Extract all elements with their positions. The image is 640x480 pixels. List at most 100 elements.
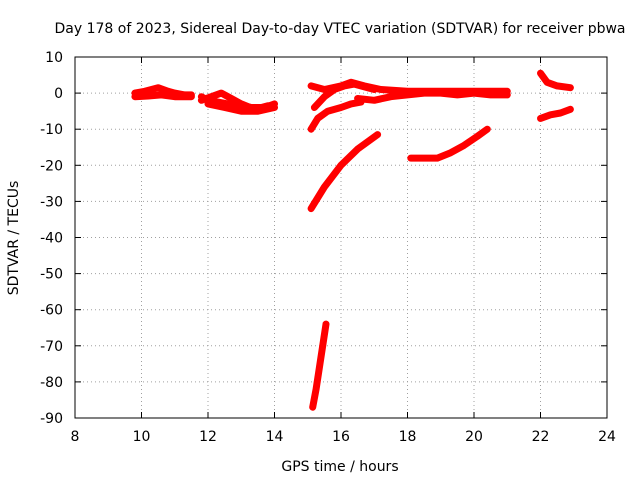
series-arc-g <box>307 131 382 213</box>
y-tick-label: -20 <box>40 158 63 174</box>
data-point <box>316 364 323 371</box>
data-point <box>311 104 318 111</box>
series-arc-i <box>309 320 330 411</box>
data-point <box>387 93 394 100</box>
x-tick-label: 18 <box>399 429 417 445</box>
series-trace <box>407 125 491 162</box>
data-point <box>554 82 561 89</box>
data-point <box>374 131 381 138</box>
data-point <box>544 79 551 86</box>
data-point <box>254 108 261 115</box>
data-point <box>461 142 468 149</box>
data-point <box>504 91 511 98</box>
y-tick-label: -90 <box>40 411 63 427</box>
y-axis-title: SDTVAR / TECUs <box>6 181 22 296</box>
data-point <box>484 126 491 133</box>
x-tick-label: 22 <box>532 429 550 445</box>
x-tick-label: 16 <box>332 429 350 445</box>
data-point <box>547 111 554 118</box>
data-point <box>238 100 245 107</box>
series-trace <box>307 78 511 95</box>
x-tick-label: 12 <box>199 429 217 445</box>
data-point <box>567 106 574 113</box>
data-point <box>198 97 205 104</box>
data-point <box>313 386 320 393</box>
y-tick-label: -50 <box>40 267 63 283</box>
data-point <box>308 126 315 133</box>
data-point <box>537 70 544 77</box>
data-point <box>437 90 444 97</box>
axes: 8 10 12 14 16 18 20 22 24 10 0 -10 -20 -30 -40 -50 -60 -7… <box>40 50 616 445</box>
x-tick-label: 24 <box>598 429 616 445</box>
series-arc-a2 <box>131 91 195 101</box>
data-point <box>155 84 162 91</box>
data-point <box>314 115 321 122</box>
data-point <box>158 91 165 98</box>
data-point <box>131 93 138 100</box>
y-tick-label: -70 <box>40 339 63 355</box>
data-point <box>338 82 344 89</box>
x-tick-label: 10 <box>133 429 151 445</box>
series-trace <box>307 131 382 213</box>
data-point <box>407 155 414 162</box>
y-tick-label: -30 <box>40 194 63 210</box>
data-point <box>471 90 477 97</box>
data-point <box>218 90 225 97</box>
data-point <box>171 93 178 100</box>
y-tick-label: -60 <box>40 303 63 319</box>
data-point <box>221 104 228 111</box>
data-point <box>323 321 330 328</box>
data-point <box>537 115 544 122</box>
data-point <box>321 183 328 190</box>
data-point <box>454 91 461 98</box>
data-point <box>308 205 315 212</box>
data-point <box>338 162 344 169</box>
data-point <box>208 93 215 100</box>
series-arc-b3 <box>204 100 278 115</box>
data-point <box>145 92 152 99</box>
data-point <box>188 93 195 100</box>
data-point <box>238 108 245 115</box>
data-point <box>308 82 315 89</box>
data-point <box>474 133 481 140</box>
x-tick-label: 20 <box>465 429 483 445</box>
series-trace <box>537 105 574 122</box>
data-point <box>404 91 411 98</box>
data-point <box>319 342 326 349</box>
data-point <box>338 104 344 111</box>
data-point <box>487 91 494 98</box>
data-point <box>309 404 316 411</box>
data-point <box>347 100 354 107</box>
data-series <box>131 69 574 411</box>
y-tick-label: -10 <box>40 122 63 138</box>
series-arc-h <box>407 125 491 162</box>
chart-title: Day 178 of 2023, Sidereal Day-to-day VTE… <box>54 21 625 37</box>
data-point <box>557 109 564 116</box>
series-arc-j <box>537 69 574 92</box>
series-trace <box>354 89 511 104</box>
data-point <box>347 79 354 86</box>
grid <box>75 57 607 418</box>
data-point <box>567 84 574 91</box>
data-point <box>377 86 384 93</box>
data-point <box>354 95 361 102</box>
y-tick-label: -40 <box>40 231 63 247</box>
series-arc-k <box>537 105 574 122</box>
series-trace <box>537 69 574 92</box>
x-axis-title: GPS time / hours <box>281 459 398 475</box>
data-point <box>434 155 441 162</box>
data-point <box>421 90 428 97</box>
y-tick-label: -80 <box>40 375 63 391</box>
data-point <box>321 93 328 100</box>
data-point <box>205 100 211 107</box>
data-point <box>371 97 378 104</box>
data-point <box>321 86 328 93</box>
data-point <box>271 104 278 111</box>
data-point <box>421 155 428 162</box>
series-arc-f <box>354 89 511 104</box>
data-point <box>447 149 454 156</box>
data-point <box>228 95 235 102</box>
y-tick-label: 10 <box>45 50 63 66</box>
data-point <box>354 146 361 153</box>
